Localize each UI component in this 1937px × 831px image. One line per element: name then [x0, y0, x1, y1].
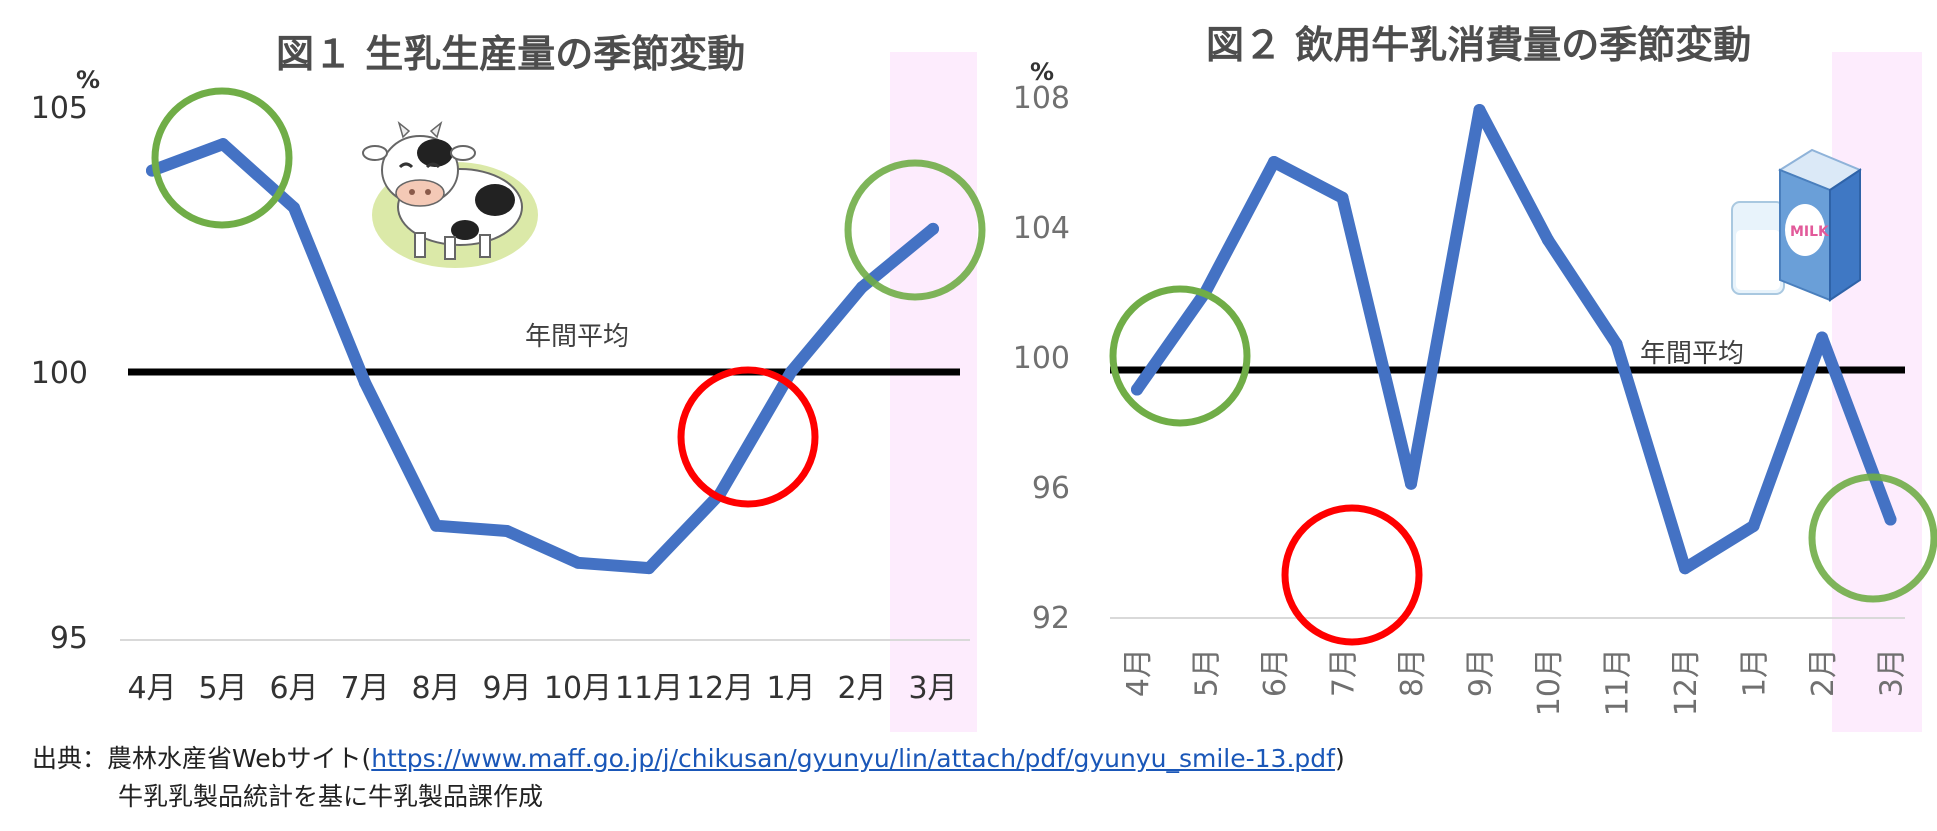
data-point: [572, 556, 584, 569]
x-tick-label: 8月: [1395, 648, 1430, 697]
data-point: [1679, 562, 1691, 575]
series-line: [146, 138, 939, 575]
data-point: [1268, 156, 1280, 168]
y-tick-label: 108: [1013, 81, 1070, 116]
data-point: [1884, 513, 1897, 526]
x-tick-label: 9月: [1464, 648, 1499, 697]
chart-title: 図１ 生乳生産量の季節変動: [276, 32, 745, 76]
milk-carton-illustration: MILK: [1731, 148, 1863, 302]
data-point: [1816, 331, 1828, 344]
x-tick-label: 5月: [1190, 648, 1225, 697]
source-link[interactable]: https://www.maff.go.jp/j/chikusan/gyunyu…: [371, 744, 1335, 773]
y-tick-label: 100: [31, 356, 88, 391]
chart-consumption: 図２ 飲用牛乳消費量の季節変動 % 108 104 100 96 92 年間平均 MIL…: [1013, 23, 1937, 732]
data-point: [501, 525, 513, 537]
annual-average-label: 年間平均: [1640, 339, 1744, 369]
data-point: [359, 376, 371, 389]
source-line-2: 牛乳乳製品統計を基に牛乳製品課作成: [118, 782, 544, 811]
y-tick-label: 96: [1032, 471, 1070, 506]
x-tick-label: 2月: [837, 671, 886, 706]
x-tick-label: 1月: [1738, 648, 1773, 697]
data-point: [1405, 477, 1417, 490]
data-point: [288, 201, 300, 214]
series-line: [1131, 104, 1897, 575]
annual-average-label: 年間平均: [525, 322, 629, 352]
marker-circle-may: [1109, 285, 1251, 427]
x-tick-label: 3月: [908, 671, 957, 706]
source-prefix: 出典：農林水産省Webサイト(: [32, 744, 372, 773]
data-point: [1336, 191, 1349, 204]
chart-production: 図１ 生乳生産量の季節変動 % 105 100 95 年間平均 4月 5月 6月 7月 8月…: [31, 32, 986, 732]
x-tick-label: 1月: [766, 671, 815, 706]
source-suffix: ): [1334, 744, 1345, 773]
unit-label: %: [76, 66, 100, 94]
data-point: [856, 281, 868, 294]
marker-circle-january: [677, 366, 819, 508]
source-note: 出典：農林水産省Webサイト(https://www.maff.go.jp/j/…: [32, 740, 1345, 816]
data-point: [1131, 383, 1143, 396]
data-point: [643, 562, 655, 575]
x-tick-label: 12月: [1669, 648, 1704, 716]
cow-illustration: [362, 120, 538, 268]
data-point: [1542, 234, 1554, 246]
x-tick-label: 7月: [1327, 648, 1362, 697]
y-tick-label: 95: [50, 621, 88, 656]
y-tick-label: 92: [1032, 601, 1070, 636]
march-highlight: [890, 52, 977, 732]
milk-label: MILK: [1790, 224, 1830, 240]
x-tick-label: 11月: [1601, 648, 1636, 716]
x-tick-label: 3月: [1875, 648, 1910, 697]
x-tick-label: 5月: [198, 671, 247, 706]
marker-circle-march: [844, 159, 986, 301]
unit-label: %: [1030, 58, 1054, 86]
data-point: [785, 366, 797, 378]
data-point: [1610, 338, 1623, 350]
y-tick-label: 100: [1013, 341, 1070, 376]
data-point: [1473, 104, 1486, 116]
x-tick-label: 9月: [482, 671, 531, 706]
x-tick-label: 6月: [269, 671, 318, 706]
data-point: [1747, 520, 1760, 532]
data-point: [217, 138, 229, 151]
y-tick-label: 104: [1013, 211, 1070, 246]
x-tick-label: 7月: [340, 671, 389, 706]
data-point: [927, 222, 939, 235]
x-tick-label: 12月: [686, 671, 754, 706]
marker-circle-march: [1808, 473, 1937, 603]
x-tick-label: 6月: [1258, 648, 1293, 697]
marker-circle-may: [151, 87, 293, 229]
x-tick-label: 11月: [615, 671, 683, 706]
x-tick-label: 10月: [544, 671, 612, 706]
chart-title: 図２ 飲用牛乳消費量の季節変動: [1206, 23, 1751, 67]
x-tick-label: 4月: [127, 671, 176, 706]
source-line-1: 出典：農林水産省Webサイト(https://www.maff.go.jp/j/…: [32, 740, 1345, 778]
x-tick-label: 4月: [1121, 648, 1156, 697]
x-tick-label: 8月: [411, 671, 460, 706]
data-point: [430, 519, 442, 532]
x-tick-label: 2月: [1806, 648, 1841, 697]
y-tick-label: 105: [31, 91, 88, 126]
marker-circle-december: [1281, 504, 1423, 646]
x-tick-label: 10月: [1532, 648, 1567, 716]
